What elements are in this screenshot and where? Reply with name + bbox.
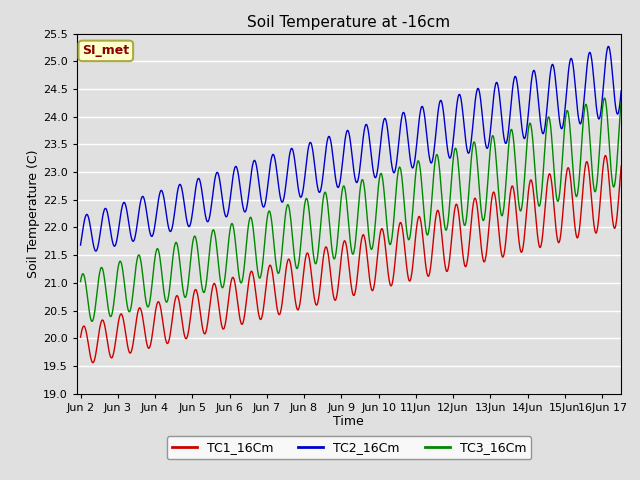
Y-axis label: Soil Temperature (C): Soil Temperature (C) bbox=[27, 149, 40, 278]
Text: SI_met: SI_met bbox=[82, 44, 129, 58]
Title: Soil Temperature at -16cm: Soil Temperature at -16cm bbox=[247, 15, 451, 30]
Legend: TC1_16Cm, TC2_16Cm, TC3_16Cm: TC1_16Cm, TC2_16Cm, TC3_16Cm bbox=[166, 436, 531, 459]
X-axis label: Time: Time bbox=[333, 415, 364, 429]
